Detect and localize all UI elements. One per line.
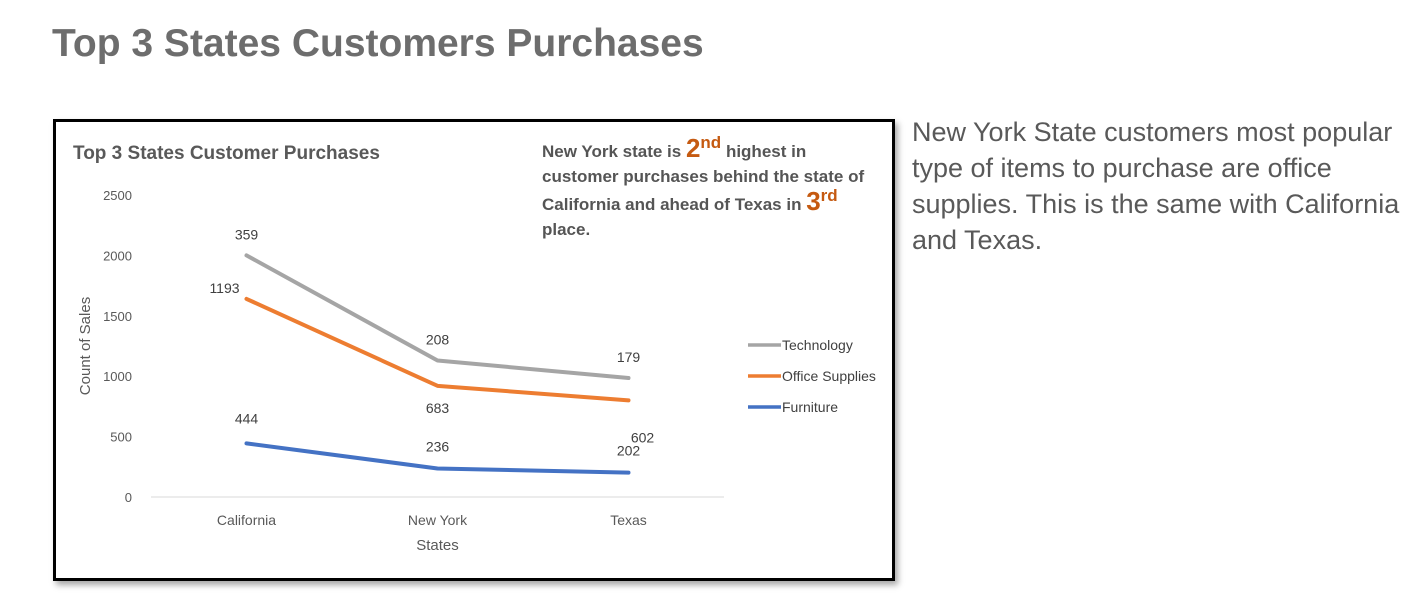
legend-label-technology: Technology (782, 337, 853, 353)
x-tick-label-texas: Texas (610, 512, 647, 528)
y-tick-label-2500: 2500 (103, 188, 132, 203)
slide-title: Top 3 States Customers Purchases (52, 22, 704, 65)
line-chart: Top 3 States Customer Purchases 0 500 1000 1… (73, 143, 876, 554)
legend-label-office-supplies: Office Supplies (782, 368, 876, 384)
data-label-technology-0: 359 (235, 226, 259, 242)
x-tick-label-new-york: New York (408, 512, 468, 528)
rank-2-suffix: nd (700, 133, 722, 152)
chart-title: Top 3 States Customer Purchases (73, 143, 380, 164)
data-label-office-supplies-1: 683 (426, 400, 450, 416)
y-tick-label-1500: 1500 (103, 309, 132, 324)
chart-callout: New York state is 2nd highest in custome… (542, 133, 887, 242)
data-label-furniture-2: 202 (617, 443, 641, 459)
chart-frame: Top 3 States Customer Purchases 0 500 1000 1… (53, 119, 895, 581)
series-line-technology (244, 253, 631, 381)
rank-2-number: 2 (685, 133, 701, 163)
data-label-furniture-1: 236 (426, 438, 450, 454)
rank-3-suffix: rd (820, 186, 838, 205)
y-tick-label-500: 500 (110, 430, 132, 445)
series-line-furniture (244, 441, 631, 475)
side-description: New York State customers most popular ty… (912, 117, 1400, 255)
rank-3-number: 3 (806, 186, 821, 216)
callout-rank-3: 3rd (806, 186, 837, 216)
y-tick-label-0: 0 (125, 490, 132, 505)
series-line-office-supplies (244, 296, 631, 403)
callout-text-3: place. (542, 220, 591, 239)
x-tick-label-california: California (217, 512, 276, 528)
callout-text-2: highest in customer purchases behind the… (542, 142, 865, 214)
data-label-office-supplies-2: 602 (631, 429, 655, 445)
y-tick-label-2000: 2000 (103, 248, 132, 263)
data-label-technology-2: 179 (617, 349, 641, 365)
data-label-office-supplies-0: 1193 (209, 280, 239, 296)
x-axis-title: States (416, 537, 459, 554)
y-tick-label-1000: 1000 (103, 369, 132, 384)
legend-label-furniture: Furniture (782, 399, 838, 415)
y-axis-title: Count of Sales (77, 297, 94, 395)
callout-rank-2: 2nd (686, 133, 721, 163)
data-label-furniture-0: 444 (235, 410, 259, 426)
callout-text-1: New York state is (542, 142, 682, 161)
data-label-technology-1: 208 (426, 331, 450, 347)
